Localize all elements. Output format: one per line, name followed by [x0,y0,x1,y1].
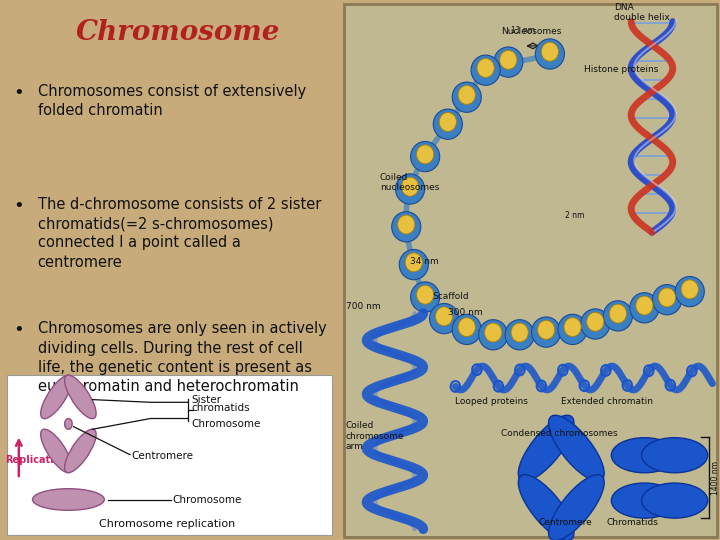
Ellipse shape [452,314,481,345]
Text: Chromosome: Chromosome [76,19,280,46]
Text: Chromosome: Chromosome [173,495,242,505]
Ellipse shape [564,318,581,336]
Ellipse shape [477,58,494,77]
Ellipse shape [541,42,559,61]
Ellipse shape [558,314,587,345]
Ellipse shape [511,323,528,342]
Text: Centromere: Centromere [132,451,194,461]
Ellipse shape [32,489,104,510]
Ellipse shape [505,320,534,350]
Text: •: • [14,197,24,215]
Ellipse shape [494,47,523,77]
Text: Extended chromatin: Extended chromatin [562,397,653,406]
Ellipse shape [402,177,418,196]
Ellipse shape [430,303,459,334]
Text: •: • [14,84,24,102]
Ellipse shape [436,307,453,326]
Text: chromatids: chromatids [192,403,250,413]
Ellipse shape [538,320,554,339]
Text: Centromere: Centromere [539,518,593,528]
Text: Chromosome: Chromosome [192,419,261,429]
Ellipse shape [405,253,423,272]
Ellipse shape [500,50,517,69]
Ellipse shape [433,109,462,139]
Ellipse shape [636,296,653,315]
Ellipse shape [485,323,502,342]
Ellipse shape [531,317,561,347]
Ellipse shape [458,85,475,104]
Text: 700 nm: 700 nm [346,302,380,312]
Text: Coiled
nucleosomes: Coiled nucleosomes [380,173,439,192]
Ellipse shape [681,280,698,299]
Ellipse shape [410,141,440,172]
Ellipse shape [452,82,481,112]
Ellipse shape [642,483,708,518]
Ellipse shape [611,437,678,473]
Text: Sister: Sister [192,395,222,404]
Ellipse shape [65,375,96,418]
Text: The d-chromosome consists of 2 sister
chromatids(=2 s-chromosomes)
connected I a: The d-chromosome consists of 2 sister ch… [37,197,321,269]
Ellipse shape [518,415,574,481]
Text: 11 nm: 11 nm [511,26,536,35]
Ellipse shape [410,282,440,312]
Text: 2 nm: 2 nm [565,212,585,220]
FancyBboxPatch shape [344,4,717,537]
Text: Nucleosomes: Nucleosomes [501,27,561,36]
Text: Coiled
chromosome
arm: Coiled chromosome arm [346,421,405,451]
Ellipse shape [642,437,708,473]
Text: 1400 nm: 1400 nm [711,461,719,495]
Ellipse shape [392,212,420,242]
Ellipse shape [471,55,500,85]
Text: Replication: Replication [5,455,68,465]
Ellipse shape [603,301,632,331]
FancyBboxPatch shape [7,375,332,535]
Text: 300 nm: 300 nm [448,308,482,317]
Text: Chromosomes are only seen in actively
dividing cells. During the rest of cell
li: Chromosomes are only seen in actively di… [37,321,326,394]
Ellipse shape [395,174,425,204]
Ellipse shape [652,285,682,315]
Text: Chromatids: Chromatids [606,518,659,528]
Ellipse shape [40,375,72,418]
Text: DNA
double helix: DNA double helix [614,3,670,22]
Ellipse shape [630,293,659,323]
Ellipse shape [65,429,96,472]
Ellipse shape [417,145,433,164]
Ellipse shape [587,312,604,331]
Ellipse shape [65,418,72,429]
Ellipse shape [581,309,610,339]
Ellipse shape [675,276,704,307]
Ellipse shape [397,215,415,234]
Ellipse shape [611,483,678,518]
Text: Chromosomes consist of extensively
folded chromatin: Chromosomes consist of extensively folde… [37,84,306,118]
Ellipse shape [536,39,564,69]
Ellipse shape [518,475,574,540]
Text: Looped proteins: Looped proteins [455,397,528,406]
Ellipse shape [400,249,428,280]
Text: Chromosome replication: Chromosome replication [99,519,235,529]
Ellipse shape [479,320,508,350]
Ellipse shape [659,288,675,307]
Text: Condensed chromosomes: Condensed chromosomes [501,429,617,438]
Ellipse shape [609,304,626,323]
Ellipse shape [40,429,72,472]
Text: 34 nm: 34 nm [410,256,438,266]
Ellipse shape [417,285,433,304]
Ellipse shape [458,318,475,336]
Text: Histone proteins: Histone proteins [584,65,658,74]
Text: •: • [14,321,24,339]
Text: Scaffold: Scaffold [433,292,469,301]
Ellipse shape [549,415,604,481]
Ellipse shape [439,112,456,131]
Ellipse shape [549,475,604,540]
